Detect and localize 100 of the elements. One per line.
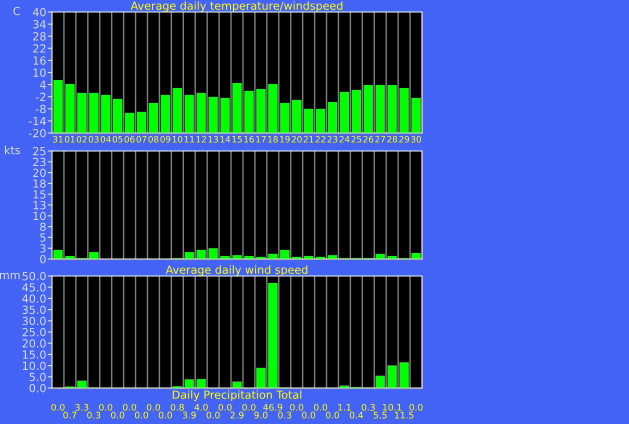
- x-tick-label: 24: [339, 136, 350, 142]
- data-label: 0.0: [314, 404, 328, 411]
- y-tick-label: -2: [36, 92, 46, 101]
- data-label: 0.0: [206, 412, 220, 419]
- x-tick-label: 29: [399, 136, 410, 143]
- x-tick-label: 17: [256, 136, 266, 142]
- x-tick-label: 10: [172, 136, 182, 143]
- x-tick-label: 18: [268, 136, 278, 143]
- x-tick-label: 30: [411, 136, 422, 143]
- x-tick-label: 15: [232, 136, 242, 143]
- x-tick-label: 06: [124, 136, 135, 143]
- x-tick-label: 16: [244, 136, 254, 143]
- y-axis-title: C: [13, 6, 20, 16]
- data-label: 0.0: [242, 404, 256, 411]
- x-tick-label: 20: [292, 136, 302, 143]
- y-tick-label: 35.0: [22, 306, 46, 314]
- x-tick-label: 22: [316, 136, 326, 142]
- data-label: 0.4: [350, 412, 364, 419]
- data-label: 0.0: [51, 404, 65, 411]
- y-axis-title: kts: [4, 146, 20, 154]
- data-label: 0.0: [290, 404, 304, 411]
- x-tick-label: 11: [184, 136, 194, 142]
- data-label: 0.7: [63, 412, 76, 419]
- y-tick-label: 16: [34, 56, 46, 65]
- y-tick-label: 13: [34, 200, 46, 210]
- y-tick-label: 10.0: [22, 362, 46, 370]
- y-tick-label: 0.0: [30, 384, 46, 392]
- y-tick-label: 4: [40, 80, 46, 89]
- x-tick-label: 19: [280, 136, 290, 143]
- x-tick-label: 28: [387, 136, 398, 143]
- data-label: 0.0: [134, 412, 148, 419]
- data-label: 9.0: [254, 412, 268, 419]
- x-tick-label: 25: [351, 136, 362, 143]
- data-label: 3.9: [182, 412, 196, 419]
- y-tick-label: 20: [33, 168, 46, 177]
- data-label: 4.0: [194, 404, 208, 411]
- x-tick-label: 01: [64, 136, 75, 143]
- data-label: 46.9: [263, 404, 282, 411]
- y-tick-label: 23: [33, 158, 46, 166]
- x-tick-label: 07: [136, 136, 146, 143]
- y-axis-title: mm: [0, 272, 20, 280]
- x-tick-label: 21: [304, 136, 314, 142]
- data-label: 3.3: [75, 404, 88, 411]
- x-tick-label: 05: [112, 136, 122, 143]
- y-tick-label: 40.0: [22, 294, 46, 303]
- data-label: 0.0: [111, 412, 124, 419]
- data-label: 0.0: [146, 404, 160, 411]
- y-tick-label: 20.0: [22, 339, 46, 348]
- y-tick-label: 3: [40, 244, 46, 253]
- data-label: 0.0: [218, 404, 232, 411]
- y-tick-label: 10: [34, 212, 46, 220]
- y-tick-label: 5: [40, 234, 46, 242]
- data-label: 0.0: [409, 404, 423, 411]
- x-tick-label: 26: [363, 136, 374, 143]
- data-label: 1.1: [338, 404, 351, 411]
- y-tick-label: 18: [34, 179, 46, 188]
- y-tick-label: 45.0: [22, 283, 46, 292]
- data-label: 0.0: [99, 404, 112, 411]
- data-label: 0.3: [87, 412, 100, 419]
- data-label: 0.0: [326, 412, 340, 419]
- y-tick-label: -20: [28, 128, 46, 138]
- y-tick-label: 25: [33, 146, 46, 156]
- x-tick-label: 27: [375, 136, 386, 142]
- y-tick-label: 30.0: [22, 316, 46, 326]
- y-tick-label: 8: [40, 222, 46, 231]
- x-tick-label: 09: [160, 136, 170, 143]
- y-tick-label: 25.0: [22, 328, 46, 336]
- y-tick-label: 5.0: [30, 372, 46, 382]
- data-label: 0.3: [278, 412, 292, 419]
- y-tick-label: 34: [33, 20, 46, 28]
- data-label: 2.9: [230, 412, 244, 419]
- data-label: 10.1: [383, 404, 402, 411]
- data-label: 0.0: [302, 412, 316, 419]
- x-tick-label: 13: [208, 136, 218, 143]
- chart-title: Average daily wind speed: [166, 265, 308, 276]
- data-label: 0.0: [122, 404, 136, 411]
- y-tick-label: 15: [34, 190, 46, 199]
- data-label: 0.8: [170, 404, 184, 411]
- y-tick-label: -14: [28, 117, 46, 126]
- data-label: 0.3: [362, 404, 375, 411]
- x-tick-label: 12: [196, 136, 206, 142]
- x-tick-label: 31: [53, 136, 63, 143]
- x-tick-label: 03: [88, 136, 99, 143]
- y-tick-label: 10: [34, 68, 46, 77]
- y-tick-label: 28: [33, 32, 46, 41]
- data-label: 11.5: [395, 412, 414, 419]
- x-tick-label: 02: [76, 136, 87, 143]
- y-tick-label: 50.0: [22, 272, 46, 280]
- y-tick-label: 40: [32, 8, 46, 16]
- x-tick-label: 14: [220, 136, 230, 142]
- x-axis-title: Daily Precipitation Total: [172, 390, 302, 401]
- y-tick-label: 15.0: [22, 350, 46, 359]
- x-tick-label: 04: [100, 136, 111, 143]
- y-tick-label: 0: [40, 254, 46, 264]
- y-tick-label: -8: [36, 104, 46, 114]
- chart-title: Average daily temperature/windspeed: [130, 1, 342, 12]
- x-tick-label: 08: [148, 136, 158, 143]
- data-label: 0.0: [158, 412, 172, 419]
- y-tick-label: 22: [33, 44, 46, 53]
- x-tick-label: 23: [328, 136, 338, 143]
